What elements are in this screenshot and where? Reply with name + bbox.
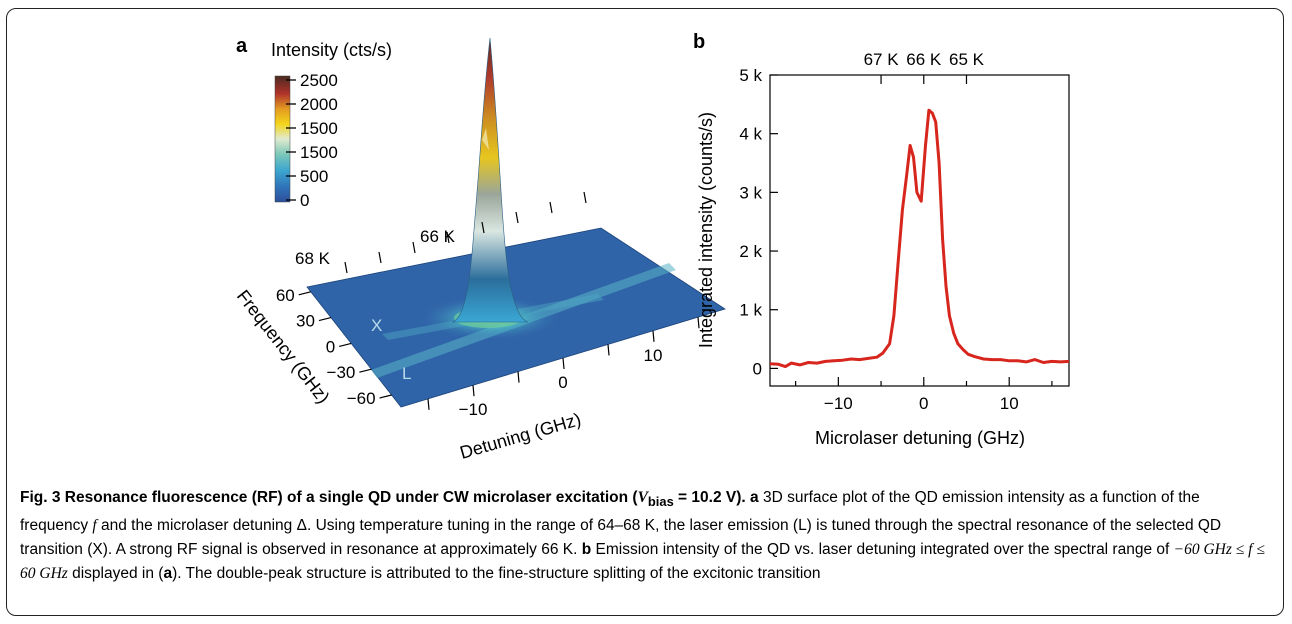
frequency-tick: [359, 368, 372, 373]
caption-label-a: a: [750, 489, 759, 506]
top-axis-ticks: 67 K 66 K 65 K: [864, 50, 985, 84]
x-axis-ticks: −10 0 10: [795, 377, 1053, 413]
frequency-tick: [339, 342, 352, 347]
detuning-tick: [517, 371, 520, 383]
detuning-tick: [697, 317, 700, 329]
plot-frame: [769, 74, 1070, 387]
colorbar-tick-label: 0: [300, 191, 309, 210]
y-axis-label: Integrated intensity (counts/s): [696, 112, 716, 348]
detuning-tick-label: −10: [459, 400, 488, 419]
detuning-tick-label: 0: [558, 373, 567, 392]
series-group: [769, 108, 1070, 369]
y-tick-label: 0: [753, 359, 762, 378]
y-tick-label: 1 k: [739, 301, 762, 320]
colorbar-tick-label: 1500: [300, 119, 338, 138]
caption-label-b: b: [581, 541, 592, 559]
annotation-x: X: [371, 316, 382, 335]
frequency-tick-label: 0: [326, 337, 335, 356]
colorbar-tick-label: 1500: [300, 143, 338, 162]
caption-label-a-ref: a: [163, 565, 173, 583]
colorbar-ticks: 2500 2000 1500 1500 500 0: [286, 71, 338, 210]
caption-text-b: Emission intensity of the QD vs. laser d…: [591, 541, 1174, 559]
top-tick-label: 65 K: [949, 50, 985, 69]
detuning-tick: [652, 330, 655, 342]
colorbar-tick-label: 2500: [300, 71, 338, 90]
panel-a-3d-plot: a Intensity (cts/s) 2500 2000 1500 1500 500 0…: [233, 35, 726, 463]
frequency-tick-label: −30: [327, 363, 356, 382]
x-tick-label: −10: [824, 394, 853, 413]
caption-text-b3: ). The double-peak structure is attribut…: [172, 565, 821, 583]
panel-b-line-chart: b 0 1 k 2 k 3 k 4 k 5 k −10 0 10 67 K 66 K 65 K I…: [693, 31, 1070, 448]
y-axis-ticks: 0 1 k 2 k 3 k 4 k 5 k: [739, 66, 778, 378]
frequency-tick: [379, 394, 392, 399]
y-tick-label: 4 k: [739, 125, 762, 144]
detuning-tick: [607, 344, 610, 356]
frequency-tick: [318, 317, 332, 322]
caption-var-f: f: [92, 517, 97, 535]
y-tick-label: 3 k: [739, 183, 762, 202]
peak-highlight: [482, 128, 489, 150]
figure-canvas: a Intensity (cts/s) 2500 2000 1500 1500 500 0…: [233, 31, 1070, 463]
detuning-tick: [427, 398, 430, 410]
caption-title-var: V: [637, 489, 648, 506]
detuning-tick: [562, 357, 565, 370]
colorbar-tick-label: 500: [300, 167, 328, 186]
top-tick-label: 66 K: [906, 50, 942, 69]
caption-fig-number: Fig. 3: [20, 489, 61, 506]
y-tick-label: 2 k: [739, 242, 762, 261]
figure-frame: [6, 8, 1284, 616]
caption-title-value: = 10.2 V).: [673, 489, 746, 506]
caption-title-sub: bias: [647, 494, 674, 510]
frequency-tick: [298, 291, 311, 296]
y-tick-label: 5 k: [739, 66, 762, 85]
detuning-axis-ticks: −10 0 10: [427, 317, 700, 419]
top-tick-label: 67 K: [864, 50, 900, 69]
colorbar-title: Intensity (cts/s): [271, 40, 392, 60]
x-tick-label: 0: [919, 394, 928, 413]
caption-title: Fig. 3 Resonance fluorescence (RF) of a …: [20, 489, 746, 510]
frequency-tick-label: 30: [296, 312, 315, 331]
temperature-axis: [344, 191, 587, 274]
series-line: [769, 108, 1070, 369]
caption-text-a: 3D surface plot of the QD emission inten…: [20, 489, 1200, 535]
frequency-tick-label: 60: [276, 286, 295, 305]
surface-peak: [451, 37, 529, 323]
x-axis-label: Microlaser detuning (GHz): [815, 428, 1025, 448]
panel-a-label: a: [236, 35, 248, 57]
colorbar-tick-label: 2000: [300, 95, 338, 114]
figure-caption: Fig. 3 Resonance fluorescence (RF) of a …: [20, 486, 1270, 586]
caption-title-main: Resonance fluorescence (RF) of a single …: [64, 489, 638, 506]
colorbar: [274, 75, 291, 203]
detuning-tick-label: 10: [644, 346, 663, 365]
caption-range-expr: −60 GHz ≤ f ≤ 60 GHz: [20, 541, 1265, 583]
annotation-l: L: [402, 364, 411, 383]
caption-text-a2: and the microlaser detuning Δ. Using tem…: [20, 517, 1222, 559]
detuning-tick: [472, 385, 475, 397]
temperature-label-66k: 66 K: [420, 227, 456, 246]
caption-text-b2: displayed in (: [67, 565, 164, 583]
panel-b-label: b: [693, 31, 705, 53]
x-tick-label: 10: [1000, 394, 1019, 413]
temperature-label-68k: 68 K: [295, 249, 331, 268]
frequency-tick-label: −60: [347, 389, 376, 408]
